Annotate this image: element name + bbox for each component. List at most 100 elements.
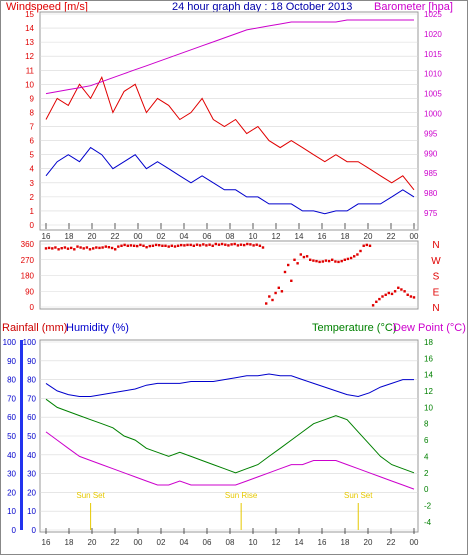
direction-point (161, 244, 164, 247)
wind-y-tick: 11 (26, 66, 35, 75)
direction-point (312, 259, 315, 262)
direction-point (47, 246, 51, 250)
direction-point (126, 244, 129, 247)
direction-point (293, 258, 296, 261)
direction-point (151, 244, 155, 247)
humidity-y-tick: 40 (27, 451, 36, 460)
temperature-y-tick: 6 (424, 436, 429, 445)
direction-point (76, 245, 79, 248)
compass-label: W (431, 256, 441, 267)
direction-point (412, 296, 416, 299)
direction-point (180, 243, 183, 247)
direction-point (158, 244, 161, 247)
direction-point (258, 244, 262, 247)
x-tick-label: 00 (410, 538, 419, 547)
direction-point (261, 246, 265, 249)
direction-point (173, 245, 177, 248)
x-tick-label: 18 (341, 538, 350, 547)
x-tick-label: 20 (364, 232, 373, 241)
direction-plot-area (39, 240, 419, 310)
x-tick-label: 16 (318, 538, 327, 547)
x-tick-label: 04 (180, 538, 189, 547)
temperature-y-tick: 2 (424, 469, 429, 478)
direction-point (393, 290, 397, 293)
series-line-barometer (45, 19, 414, 95)
x-tick-label: 02 (157, 538, 166, 547)
direction-point (337, 260, 340, 264)
temperature-axis-title: Temperature (°C) (312, 322, 396, 334)
direction-point (387, 291, 390, 295)
direction-point (378, 297, 381, 301)
direction-point (148, 244, 151, 248)
direction-point (120, 244, 123, 247)
x-tick-label: 22 (111, 232, 120, 241)
x-tick-label: 20 (88, 232, 97, 241)
direction-point (331, 258, 334, 261)
direction-point (183, 244, 186, 247)
direction-y-ticks: 360 270 180 90 0 (21, 240, 35, 312)
direction-point (51, 247, 54, 250)
barometer-y-ticks: 1025 1020 1015 1010 1005 1000 995 990 985 980 975 (424, 10, 442, 218)
humidity-y-tick: 70 (27, 394, 36, 403)
wind-x-ticks: 16 18 20 22 00 02 04 06 08 10 12 14 16 18 20 22 00 (42, 223, 419, 241)
direction-point (400, 288, 403, 291)
direction-point (249, 243, 252, 246)
direction-point (224, 243, 227, 246)
direction-point (274, 291, 277, 295)
wind-y-tick: 8 (30, 108, 35, 117)
x-tick-label: 08 (226, 538, 235, 547)
rainfall-y-tick: 70 (7, 394, 16, 403)
barometer-y-tick: 985 (424, 169, 438, 178)
barometer-y-tick: 1020 (424, 30, 442, 39)
direction-point (110, 246, 114, 250)
direction-point (346, 257, 350, 261)
barometer-axis-title: Barometer [hpa] (374, 1, 453, 13)
direction-point (324, 259, 328, 262)
direction-point (95, 246, 98, 249)
direction-point (189, 243, 192, 247)
direction-point (167, 245, 170, 248)
windspeed-axis-title: Windspeed [m/s] (6, 1, 88, 13)
direction-point (117, 245, 120, 248)
temperature-y-tick: 18 (424, 338, 433, 347)
x-tick-label: 18 (65, 232, 74, 241)
wind-y-tick: 6 (30, 137, 35, 146)
x-tick-label: 16 (42, 232, 51, 241)
rainfall-y-tick: 60 (7, 413, 16, 422)
x-tick-label: 18 (341, 232, 350, 241)
direction-y-tick: 180 (21, 272, 35, 281)
direction-point (114, 248, 117, 251)
direction-point (220, 242, 224, 246)
direction-points (44, 242, 416, 307)
x-tick-label: 18 (65, 538, 74, 547)
direction-point (375, 300, 378, 303)
barometer-y-tick: 990 (424, 149, 438, 158)
direction-point (371, 304, 375, 307)
wind-series (45, 19, 415, 215)
graph-title: 24 hour graph day : 18 October 2013 (172, 1, 352, 13)
humidity-y-tick: 80 (27, 376, 36, 385)
direction-point (123, 243, 126, 247)
temperature-y-tick: 12 (424, 387, 433, 396)
x-tick-label: 22 (387, 232, 396, 241)
direction-point (214, 242, 217, 246)
x-tick-label: 06 (203, 232, 212, 241)
direction-point (252, 244, 255, 247)
direction-point (98, 246, 101, 250)
rainfall-y-tick: 50 (7, 432, 16, 441)
direction-point (403, 290, 406, 293)
series-line-average (45, 146, 415, 215)
wind-y-tick: 10 (25, 80, 34, 89)
direction-point (192, 244, 195, 247)
direction-point (217, 243, 221, 246)
humidity-y-tick: 50 (27, 432, 36, 441)
wind-plot-area (39, 11, 419, 231)
compass-label: S (433, 272, 440, 283)
direction-point (142, 244, 145, 247)
wind-y-tick: 13 (25, 38, 34, 47)
direction-point (353, 255, 356, 258)
x-tick-label: 04 (180, 232, 189, 241)
compass-label: N (432, 303, 439, 314)
